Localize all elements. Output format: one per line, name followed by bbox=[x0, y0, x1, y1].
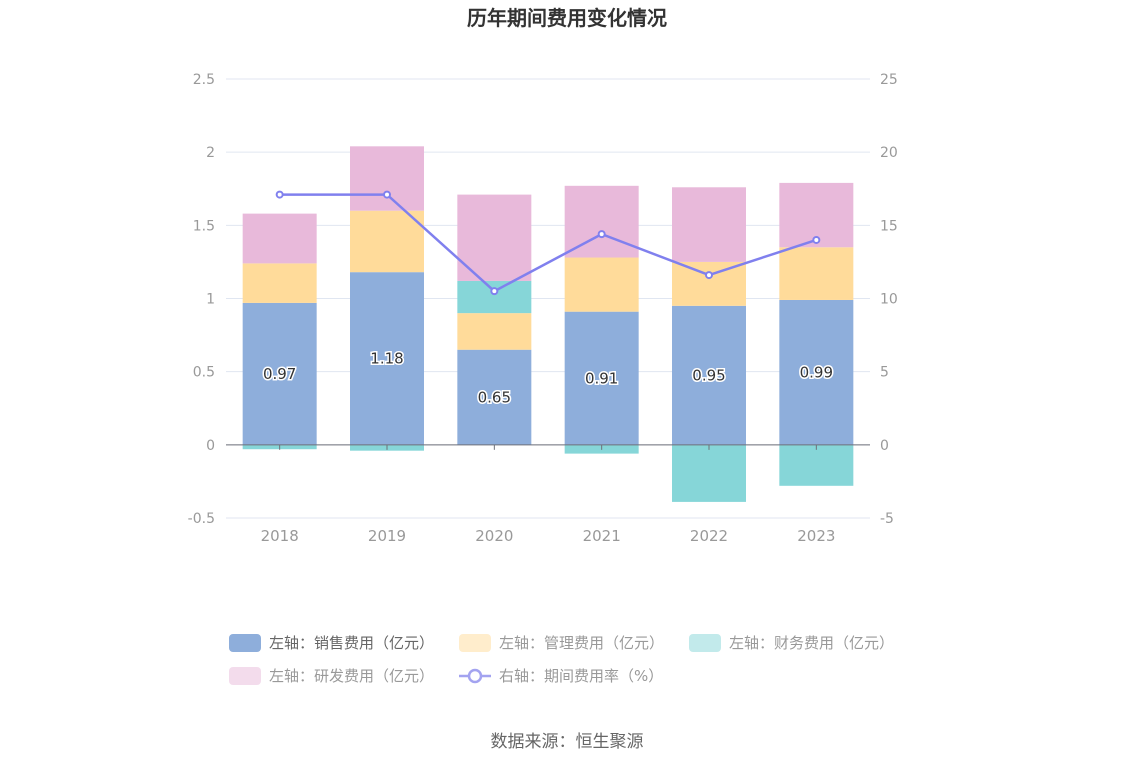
bar-2018-s0 bbox=[242, 302, 317, 445]
x-label-2020: 2020 bbox=[475, 527, 513, 545]
legend-item-4: 右轴：期间费用率（%） bbox=[459, 667, 663, 685]
legend-item-0: 左轴：销售费用（亿元） bbox=[229, 634, 434, 652]
bar-2019-s3 bbox=[350, 146, 424, 211]
bar-2022-s2 bbox=[672, 444, 746, 502]
bar-2021-s1 bbox=[564, 257, 639, 312]
bar-2023-s1 bbox=[779, 247, 854, 300]
rate-point-2020 bbox=[490, 287, 499, 296]
data-label-2019: 1.18 bbox=[370, 349, 403, 367]
legend-circle-icon bbox=[467, 668, 483, 684]
right-tick-label: 15 bbox=[880, 218, 898, 234]
data-label-2018: 0.97 bbox=[263, 365, 296, 383]
bar-2022-s3 bbox=[672, 187, 746, 262]
data-label-2020: 0.65 bbox=[478, 388, 511, 406]
rate-point-2022 bbox=[705, 271, 713, 280]
bar-2021-s0 bbox=[564, 311, 639, 445]
data-label-2021: 0.91 bbox=[585, 369, 618, 387]
bar-2018-s1 bbox=[242, 263, 317, 303]
left-tick-label: 0 bbox=[206, 438, 215, 454]
x-label-2021: 2021 bbox=[583, 527, 621, 545]
bar-2023-s0 bbox=[779, 299, 854, 445]
left-tick-label: -0.5 bbox=[188, 511, 215, 527]
grid bbox=[226, 78, 870, 519]
source-note: 数据来源：恒生聚源 bbox=[491, 732, 644, 752]
legend-label: 右轴：期间费用率（%） bbox=[499, 667, 663, 685]
data-label-2022: 0.95 bbox=[692, 366, 725, 384]
legend-item-1: 左轴：管理费用（亿元） bbox=[459, 634, 664, 652]
bar-2021-s3 bbox=[564, 185, 639, 258]
chart-title: 历年期间费用变化情况 bbox=[467, 6, 667, 30]
left-tick-label: 1.5 bbox=[193, 218, 215, 234]
x-label-2023: 2023 bbox=[797, 527, 835, 545]
x-label-2022: 2022 bbox=[690, 527, 728, 545]
legend-swatch-icon bbox=[229, 667, 261, 685]
legend-label: 左轴：管理费用（亿元） bbox=[499, 634, 664, 652]
bar-2018-s3 bbox=[242, 213, 317, 264]
legend-swatch-icon bbox=[459, 634, 491, 652]
bar-2022-s0 bbox=[672, 305, 746, 445]
legend-item-2: 左轴：财务费用（亿元） bbox=[689, 634, 894, 652]
bar-2019-s1 bbox=[350, 210, 424, 273]
bar-2022-s1 bbox=[672, 261, 746, 306]
left-tick-label: 2.5 bbox=[193, 72, 215, 88]
right-tick-label: -5 bbox=[880, 511, 894, 527]
left-axis: -0.5 0 0.5 1 1.5 2 2.5 bbox=[188, 72, 215, 527]
bar-2020-s0 bbox=[457, 349, 532, 445]
rate-point-2021 bbox=[597, 230, 606, 239]
left-tick-label: 0.5 bbox=[193, 365, 215, 381]
left-tick-label: 1 bbox=[206, 292, 215, 308]
data-label-2023: 0.99 bbox=[800, 363, 833, 381]
legend-swatch-icon bbox=[229, 634, 261, 652]
rate-point-2023 bbox=[812, 235, 821, 244]
bars bbox=[242, 146, 854, 502]
bar-2020-s3 bbox=[457, 194, 532, 281]
rate-line bbox=[275, 190, 821, 296]
bar-2019-s0 bbox=[350, 272, 424, 445]
rate-line-path bbox=[279, 193, 817, 293]
right-tick-label: 20 bbox=[880, 145, 898, 161]
bar-2020-s2 bbox=[457, 280, 532, 314]
legend-label: 左轴：财务费用（亿元） bbox=[729, 634, 894, 652]
x-label-2018: 2018 bbox=[261, 527, 299, 545]
legend-item-3: 左轴：研发费用（亿元） bbox=[229, 667, 434, 685]
x-axis bbox=[226, 444, 870, 450]
right-tick-label: 10 bbox=[880, 292, 898, 308]
x-label-2019: 2019 bbox=[368, 527, 406, 545]
left-tick-label: 2 bbox=[206, 145, 215, 161]
bar-2020-s1 bbox=[457, 313, 532, 350]
bar-2023-s2 bbox=[779, 444, 854, 486]
x-axis-labels: 2018 2019 2020 2021 2022 2023 bbox=[261, 527, 836, 545]
right-tick-label: 5 bbox=[880, 365, 889, 381]
data-labels: 0.97 1.18 0.65 0.91 0.95 0.99 bbox=[261, 348, 834, 408]
right-tick-label: 25 bbox=[880, 72, 898, 88]
legend-label: 左轴：销售费用（亿元） bbox=[269, 634, 434, 652]
right-axis: -5 0 5 10 15 20 25 bbox=[880, 72, 898, 527]
legend-label: 左轴：研发费用（亿元） bbox=[269, 667, 434, 685]
rate-point-2019 bbox=[383, 190, 391, 199]
rate-point-2018 bbox=[275, 190, 284, 199]
right-tick-label: 0 bbox=[880, 438, 889, 454]
legend: 左轴：销售费用（亿元） 左轴：管理费用（亿元） 左轴：财务费用（亿元） 左轴：研发费用… bbox=[229, 634, 894, 685]
legend-swatch-icon bbox=[689, 634, 721, 652]
